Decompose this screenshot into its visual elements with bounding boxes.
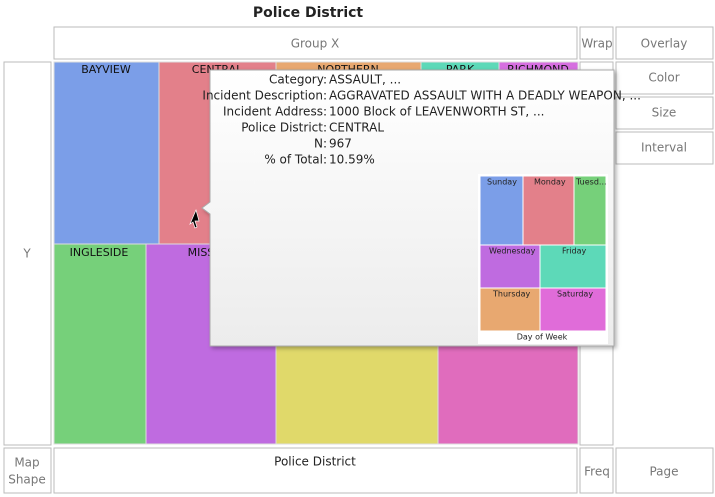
mini-label: Saturday xyxy=(557,290,593,299)
mini-label: Wednesday xyxy=(489,247,536,256)
map-shape-zone[interactable] xyxy=(3,447,52,494)
tile-label: BAYVIEW xyxy=(81,63,131,76)
overlay-zone[interactable] xyxy=(615,26,714,60)
tooltip-key: Incident Description: xyxy=(202,89,327,103)
mini-label: Sunday xyxy=(487,178,517,187)
tooltip-key: Category: xyxy=(269,73,327,87)
freq-zone[interactable] xyxy=(579,447,614,494)
tooltip-rows: Category: ASSAULT, ...Incident Descriptio… xyxy=(202,73,641,167)
zone-label: Size xyxy=(652,106,677,120)
page-zone[interactable] xyxy=(615,447,714,494)
mini-axis-label: Day of Week xyxy=(517,333,568,342)
y-zone[interactable] xyxy=(3,61,52,446)
zone-label: Freq xyxy=(584,465,610,479)
tile[interactable] xyxy=(53,61,160,245)
cursor xyxy=(189,208,200,229)
x-zone[interactable] xyxy=(53,447,578,494)
tooltip-key: Police District: xyxy=(241,121,327,135)
tooltip-value: AGGRAVATED ASSAULT WITH A DEADLY WEAPON,… xyxy=(329,89,641,103)
mini-tile xyxy=(479,287,541,332)
mini-label: Thursday xyxy=(492,290,530,299)
interval-zone[interactable] xyxy=(615,131,714,165)
tooltip-value: 10.59% xyxy=(329,153,375,167)
tooltip-key: N: xyxy=(314,137,327,151)
zone-label: Overlay xyxy=(641,37,688,51)
tooltip-key: % of Total: xyxy=(264,153,327,167)
zone-label: Shape xyxy=(8,473,46,487)
title: Police District xyxy=(253,5,364,21)
mini-treemap: Sunday Monday Tuesd... Wednesday Friday … xyxy=(478,174,608,344)
group-x-zone[interactable] xyxy=(53,26,578,60)
mini-tile xyxy=(573,175,607,246)
tile-label: INGLESIDE xyxy=(70,246,129,259)
x-axis-label: Police District xyxy=(274,455,356,469)
mini-label: Tuesd... xyxy=(575,178,607,187)
tooltip-value: CENTRAL xyxy=(329,121,384,135)
zone-label: Page xyxy=(649,465,678,479)
zone-label: Map xyxy=(14,456,39,470)
zone-label: Color xyxy=(648,71,679,85)
zone-label: Group X xyxy=(291,37,340,51)
mini-label: Monday xyxy=(534,178,566,187)
tile[interactable] xyxy=(53,243,147,445)
tooltip-key: Incident Address: xyxy=(223,105,327,119)
mini-tile xyxy=(539,287,607,332)
zone-label: Wrap xyxy=(581,37,612,51)
tooltip-value: ASSAULT, ... xyxy=(329,73,401,87)
color-zone[interactable] xyxy=(615,61,714,95)
zone-label: Y xyxy=(22,247,31,261)
wrap-zone[interactable] xyxy=(579,26,614,60)
size-zone[interactable] xyxy=(615,96,714,130)
zone-label: Interval xyxy=(641,141,687,155)
tooltip-value: 1000 Block of LEAVENWORTH ST, ... xyxy=(329,105,544,119)
tooltip-value: 967 xyxy=(329,137,352,151)
mini-tile xyxy=(479,175,524,246)
mini-label: Friday xyxy=(562,247,587,256)
